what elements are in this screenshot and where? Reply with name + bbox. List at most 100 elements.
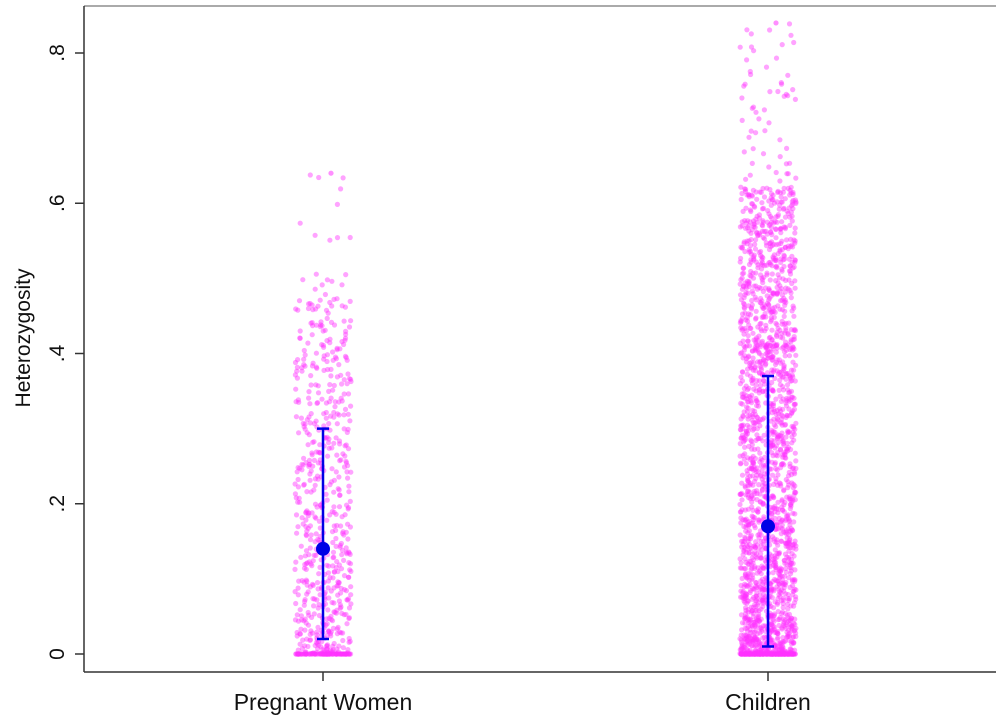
- data-point: [317, 533, 323, 540]
- data-point: [345, 597, 351, 603]
- data-point: [767, 651, 773, 657]
- data-point: [787, 287, 793, 294]
- data-point: [751, 543, 757, 549]
- data-point: [296, 399, 302, 405]
- data-point: [743, 607, 749, 613]
- data-point: [755, 403, 762, 409]
- data-point: [293, 386, 299, 392]
- data-point: [331, 414, 337, 420]
- data-point: [755, 399, 761, 406]
- data-point: [753, 395, 759, 402]
- data-point: [764, 344, 770, 350]
- data-point: [738, 582, 744, 589]
- data-point: [313, 552, 319, 559]
- data-point: [742, 651, 748, 657]
- data-point: [742, 625, 748, 632]
- data-point: [750, 507, 756, 513]
- data-point: [740, 300, 747, 306]
- data-point: [772, 651, 779, 657]
- data-point: [336, 399, 342, 405]
- data-point: [308, 468, 314, 474]
- data-point: [773, 577, 779, 584]
- data-point: [765, 651, 771, 657]
- data-point: [755, 615, 762, 621]
- data-point: [741, 301, 747, 307]
- data-point: [773, 651, 780, 657]
- data-point: [770, 570, 776, 576]
- data-point: [319, 396, 325, 402]
- data-point: [292, 617, 299, 623]
- data-point: [775, 651, 781, 657]
- data-point: [737, 426, 744, 433]
- data-point: [768, 444, 774, 450]
- data-point: [770, 254, 776, 260]
- data-point: [334, 559, 340, 565]
- data-point: [344, 621, 350, 627]
- data-point: [763, 651, 769, 657]
- data-point: [343, 549, 350, 555]
- data-point: [782, 342, 788, 348]
- data-point: [302, 598, 308, 605]
- data-point: [758, 272, 764, 278]
- data-point: [345, 647, 351, 653]
- data-point: [331, 504, 337, 510]
- data-point: [770, 388, 776, 394]
- data-point: [787, 565, 793, 571]
- data-point: [739, 378, 746, 384]
- data-point: [742, 517, 748, 523]
- data-point: [788, 571, 794, 577]
- data-point: [775, 472, 781, 478]
- data-point: [742, 186, 748, 192]
- data-point: [300, 420, 306, 426]
- data-point: [786, 651, 792, 657]
- data-point: [744, 633, 750, 639]
- data-point: [760, 565, 766, 571]
- data-point: [744, 542, 750, 548]
- data-point: [785, 286, 791, 292]
- data-point: [774, 506, 780, 512]
- data-point: [746, 194, 752, 200]
- data-point: [753, 337, 759, 343]
- data-point: [778, 465, 784, 471]
- data-point: [779, 416, 785, 422]
- data-point: [776, 566, 782, 572]
- data-point: [322, 651, 328, 657]
- data-point: [750, 520, 756, 526]
- data-point: [783, 328, 789, 334]
- data-point: [755, 359, 761, 365]
- data-point: [773, 539, 780, 545]
- data-point: [772, 555, 778, 562]
- data-point: [762, 638, 768, 644]
- data-point: [328, 613, 334, 619]
- data-point: [762, 342, 768, 348]
- data-point: [792, 238, 798, 244]
- data-point: [327, 512, 333, 518]
- data-point: [756, 435, 762, 442]
- data-point: [792, 490, 798, 496]
- data-point: [745, 354, 751, 360]
- data-point: [785, 606, 791, 612]
- data-point: [765, 355, 771, 361]
- data-point: [738, 560, 744, 566]
- data-point: [336, 643, 342, 649]
- data-point: [752, 564, 758, 570]
- data-point: [792, 578, 798, 585]
- data-point: [764, 350, 770, 356]
- data-point: [336, 438, 343, 444]
- data-point: [310, 650, 316, 656]
- data-point: [758, 606, 764, 612]
- data-point: [748, 559, 754, 565]
- data-point: [769, 271, 775, 277]
- data-point: [742, 651, 748, 657]
- data-point: [755, 446, 761, 452]
- data-point: [785, 185, 791, 191]
- data-point: [767, 334, 773, 340]
- data-point: [742, 615, 748, 622]
- data-point: [346, 639, 352, 645]
- data-point: [762, 328, 768, 334]
- data-point: [769, 327, 775, 333]
- data-point: [742, 280, 748, 286]
- data-point: [779, 422, 785, 428]
- data-point: [329, 529, 336, 535]
- data-point: [737, 491, 743, 497]
